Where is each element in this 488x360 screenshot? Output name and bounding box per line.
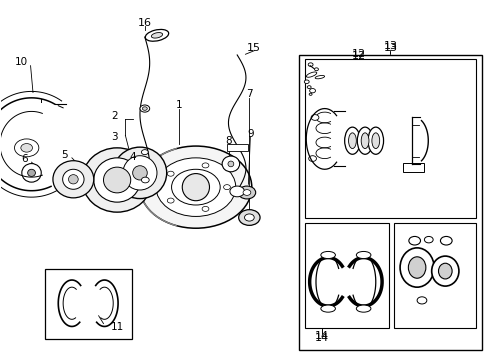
Text: 13: 13 [383,43,397,53]
Circle shape [304,80,308,84]
Circle shape [416,297,426,304]
Circle shape [171,169,220,205]
Circle shape [243,190,250,195]
Circle shape [424,237,432,243]
Ellipse shape [407,257,425,278]
Ellipse shape [222,156,239,172]
Ellipse shape [68,175,78,184]
Ellipse shape [431,256,458,286]
Circle shape [308,156,316,161]
Text: 11: 11 [110,322,123,332]
Circle shape [223,185,230,190]
Ellipse shape [113,147,166,199]
Bar [299,55,481,350]
Text: 7: 7 [245,89,252,99]
Ellipse shape [371,133,379,149]
Circle shape [156,158,235,216]
Circle shape [238,210,260,225]
Ellipse shape [357,127,372,154]
Circle shape [21,144,32,152]
Ellipse shape [320,251,335,258]
Circle shape [310,114,318,120]
Circle shape [142,107,147,111]
Ellipse shape [356,305,370,312]
Text: 2: 2 [111,111,117,121]
Ellipse shape [348,133,356,149]
Ellipse shape [28,169,35,176]
Circle shape [167,198,174,203]
Text: 14: 14 [315,332,329,342]
Text: 4: 4 [129,152,136,162]
Text: 15: 15 [247,43,261,53]
Text: 5: 5 [61,150,68,160]
Bar [140,176,151,184]
Ellipse shape [182,174,209,201]
Ellipse shape [399,248,433,287]
Bar [305,223,388,328]
Ellipse shape [22,163,41,182]
Ellipse shape [53,161,94,198]
Circle shape [440,237,451,245]
Ellipse shape [103,167,130,193]
Ellipse shape [151,32,162,38]
Ellipse shape [62,169,84,189]
Circle shape [140,146,251,228]
Ellipse shape [361,133,368,149]
Ellipse shape [320,305,335,312]
Text: 13: 13 [383,41,397,51]
Circle shape [202,206,208,211]
Circle shape [15,139,39,157]
Text: 9: 9 [246,129,253,139]
Circle shape [140,105,149,112]
Circle shape [309,89,315,93]
Ellipse shape [82,148,152,212]
Text: 6: 6 [21,154,28,164]
Ellipse shape [227,161,233,167]
Circle shape [202,163,208,168]
Circle shape [167,171,174,176]
Circle shape [229,186,244,197]
Bar [45,269,131,339]
Bar [226,144,247,152]
Ellipse shape [344,127,360,154]
Ellipse shape [94,158,140,202]
Text: 12: 12 [351,49,365,59]
Circle shape [141,150,148,155]
Text: 8: 8 [225,136,232,146]
Bar [402,163,424,172]
Text: 12: 12 [351,51,365,61]
Circle shape [238,186,255,199]
Ellipse shape [132,166,147,180]
Ellipse shape [438,263,451,279]
Bar [305,59,475,217]
Ellipse shape [367,127,383,154]
Circle shape [141,177,149,183]
Circle shape [244,214,254,221]
Ellipse shape [145,30,168,41]
Ellipse shape [356,251,370,258]
Ellipse shape [122,156,157,190]
Circle shape [408,237,420,245]
Text: 14: 14 [315,333,329,343]
Bar [393,223,475,328]
Text: 3: 3 [111,132,117,142]
Text: 1: 1 [175,100,182,110]
Text: 16: 16 [138,18,151,28]
Text: 10: 10 [15,57,28,67]
